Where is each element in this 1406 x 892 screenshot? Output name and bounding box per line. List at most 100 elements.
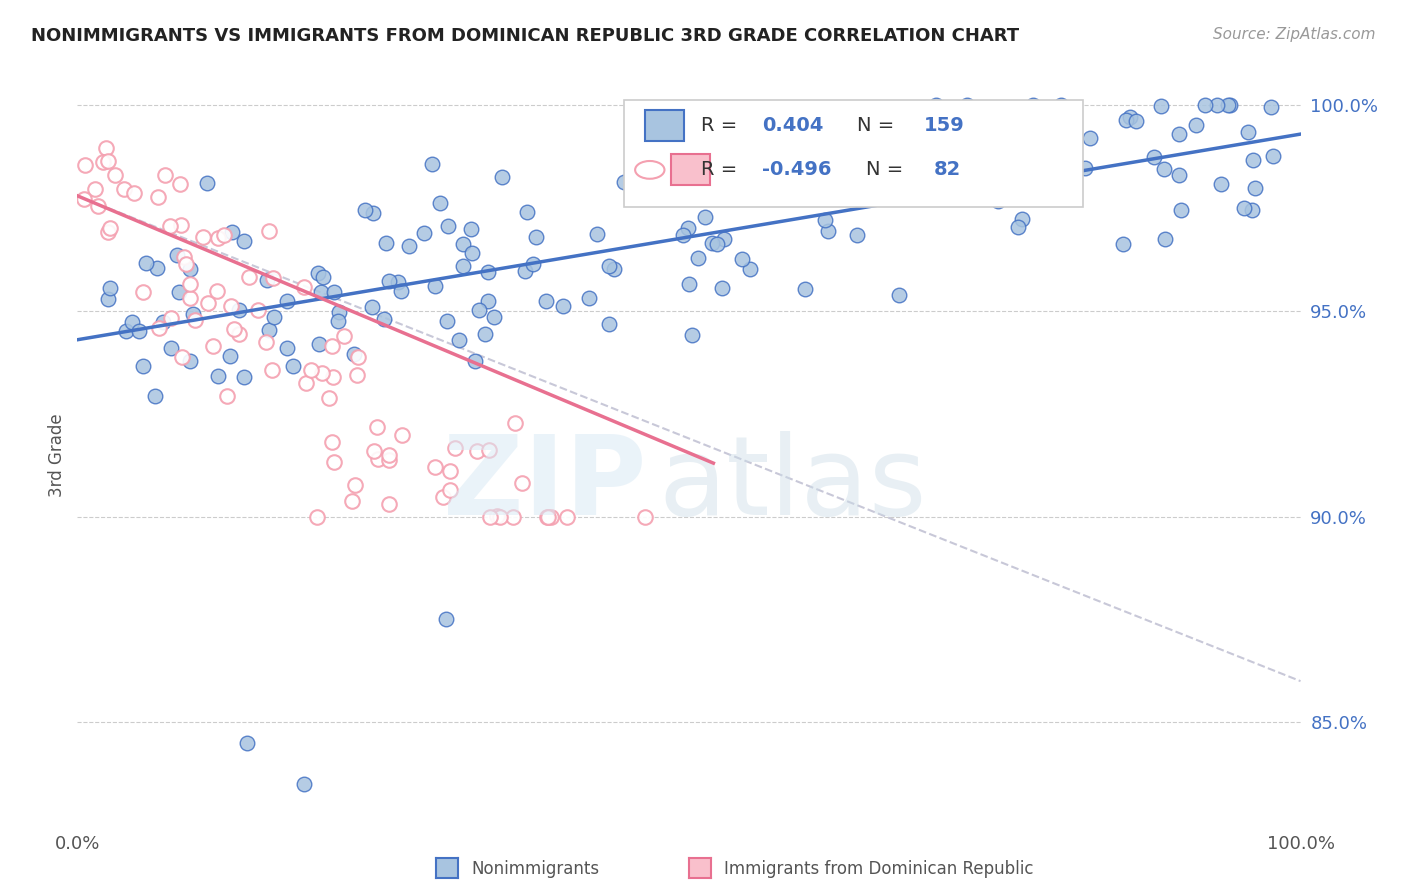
Point — [377, 453, 399, 467]
Point — [491, 170, 513, 185]
Point — [73, 158, 96, 172]
Point — [486, 509, 509, 524]
Point — [676, 221, 699, 235]
Point — [263, 310, 285, 324]
Point — [651, 191, 673, 205]
Text: R =: R = — [702, 161, 744, 179]
Point — [184, 313, 207, 327]
Point — [889, 288, 911, 302]
Point — [309, 285, 332, 299]
Point — [1154, 232, 1177, 246]
Point — [207, 369, 229, 384]
Point — [389, 284, 412, 298]
Point — [228, 303, 250, 318]
Point — [526, 229, 548, 244]
Point — [1125, 114, 1147, 128]
Point — [307, 266, 329, 280]
Point — [318, 392, 340, 406]
Point — [1241, 202, 1264, 217]
Point — [260, 363, 283, 377]
Point — [173, 250, 195, 264]
Point — [1062, 150, 1084, 164]
Point — [477, 265, 499, 279]
Point — [373, 311, 395, 326]
Point — [631, 170, 654, 185]
Point — [700, 236, 723, 251]
Point — [98, 280, 121, 294]
Point — [232, 234, 254, 248]
Point — [254, 335, 277, 350]
Bar — [645, 110, 685, 141]
Point — [598, 259, 620, 273]
Point — [1059, 161, 1081, 176]
Point — [169, 219, 191, 233]
Point — [346, 368, 368, 382]
Point — [152, 316, 174, 330]
Point — [363, 443, 385, 458]
Point — [478, 509, 501, 524]
Point — [696, 164, 718, 178]
Point — [522, 257, 544, 271]
Point — [281, 359, 304, 374]
Point — [375, 235, 398, 250]
Point — [707, 178, 730, 193]
Point — [1241, 153, 1264, 168]
Text: atlas: atlas — [658, 431, 927, 538]
Point — [814, 213, 837, 227]
Point — [956, 168, 979, 182]
Point — [800, 150, 823, 164]
Point — [233, 370, 256, 384]
Point — [811, 144, 834, 158]
Text: -0.496: -0.496 — [762, 161, 832, 179]
Point — [484, 310, 506, 324]
Point — [1260, 100, 1282, 114]
Point — [1219, 98, 1241, 112]
Point — [613, 176, 636, 190]
Point — [845, 228, 868, 243]
Point — [1150, 99, 1173, 113]
Point — [478, 443, 501, 458]
Point — [711, 281, 734, 295]
Point — [311, 366, 333, 380]
Point — [540, 509, 562, 524]
Point — [294, 280, 316, 294]
Point — [1022, 98, 1045, 112]
Point — [443, 441, 465, 455]
Point — [817, 224, 839, 238]
Point — [434, 612, 457, 626]
Point — [447, 333, 470, 347]
Point — [321, 434, 343, 449]
Point — [366, 419, 388, 434]
Point — [1216, 98, 1239, 112]
Text: N =: N = — [866, 161, 910, 179]
Point — [132, 285, 155, 299]
Point — [439, 483, 461, 497]
Point — [634, 509, 657, 524]
Point — [146, 190, 169, 204]
Point — [423, 460, 446, 475]
Point — [115, 324, 138, 338]
Point — [97, 293, 120, 307]
Point — [193, 230, 215, 244]
Point — [846, 188, 869, 202]
Point — [464, 354, 486, 368]
Point — [756, 168, 779, 182]
Point — [489, 509, 512, 524]
Point — [1078, 130, 1101, 145]
Point — [205, 284, 228, 298]
Point — [1049, 189, 1071, 203]
Point — [219, 300, 242, 314]
Point — [256, 273, 278, 287]
Point — [734, 184, 756, 198]
Point — [179, 277, 201, 291]
Point — [429, 195, 451, 210]
Point — [681, 327, 703, 342]
Point — [1007, 220, 1029, 235]
Point — [346, 350, 368, 364]
Point — [688, 252, 710, 266]
Point — [361, 206, 384, 220]
Point — [159, 342, 181, 356]
Point — [197, 296, 219, 310]
Point — [378, 497, 401, 511]
Point — [179, 262, 201, 277]
